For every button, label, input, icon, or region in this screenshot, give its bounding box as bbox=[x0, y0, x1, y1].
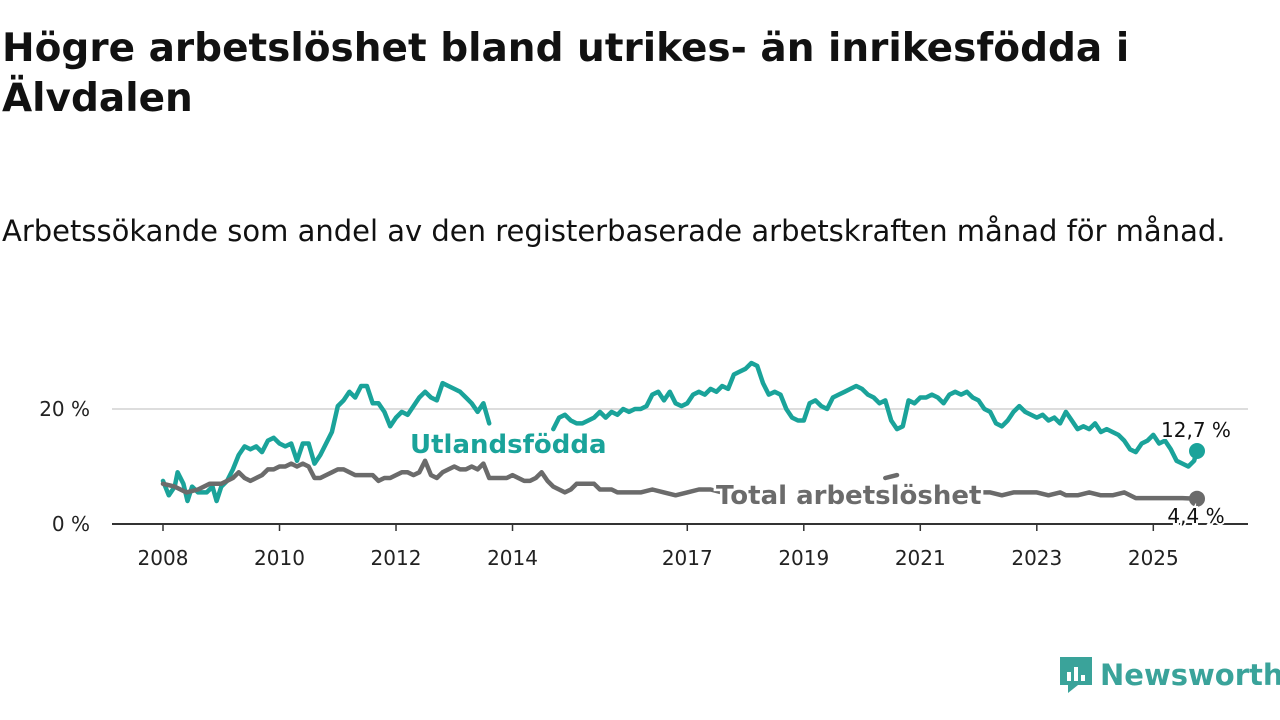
y-tick-label: 0 % bbox=[52, 512, 90, 536]
series-label-total: Total arbetslöshet bbox=[716, 481, 981, 511]
x-tick-label: 2008 bbox=[138, 546, 189, 570]
end-value-total: 4,4 % bbox=[1167, 504, 1224, 528]
chart-subtitle: Arbetssökande som andel av den registerb… bbox=[2, 214, 1226, 248]
x-tick-label: 2023 bbox=[1011, 546, 1062, 570]
newsworthy-logo-icon bbox=[1060, 657, 1092, 693]
label-layer: Utlandsfödda Total arbetslöshet 12,7 % 4,4 … bbox=[408, 416, 1233, 530]
brand-name: Newsworthy bbox=[1100, 658, 1280, 692]
x-tick-label: 2017 bbox=[662, 546, 713, 570]
series-line-utlandsfodda bbox=[160, 360, 1200, 504]
series-label-utlandsfodda: Utlandsfödda bbox=[410, 430, 607, 460]
y-tick-label: 20 % bbox=[39, 397, 90, 421]
x-tick-label: 2021 bbox=[895, 546, 946, 570]
chart-title: Högre arbetslöshet bland utrikes- än inr… bbox=[2, 26, 1130, 121]
x-tick-label: 2010 bbox=[254, 546, 305, 570]
x-tick-label: 2014 bbox=[487, 546, 538, 570]
axis-layer: 0 % 20 % 2008 2010 2012 2014 2017 2019 2021 2023 2… bbox=[39, 397, 1248, 570]
x-tick-label: 2012 bbox=[371, 546, 422, 570]
series-layer bbox=[160, 360, 1205, 507]
end-point-utlandsfodda bbox=[1189, 442, 1205, 459]
end-point-total bbox=[1189, 490, 1205, 507]
series-line-total bbox=[160, 458, 1200, 501]
x-tick-label: 2025 bbox=[1128, 546, 1179, 570]
newsworthy-logo[interactable]: Newsworthy bbox=[1058, 654, 1280, 696]
end-value-utlandsfodda: 12,7 % bbox=[1161, 418, 1231, 442]
x-tick-label: 2019 bbox=[778, 546, 829, 570]
